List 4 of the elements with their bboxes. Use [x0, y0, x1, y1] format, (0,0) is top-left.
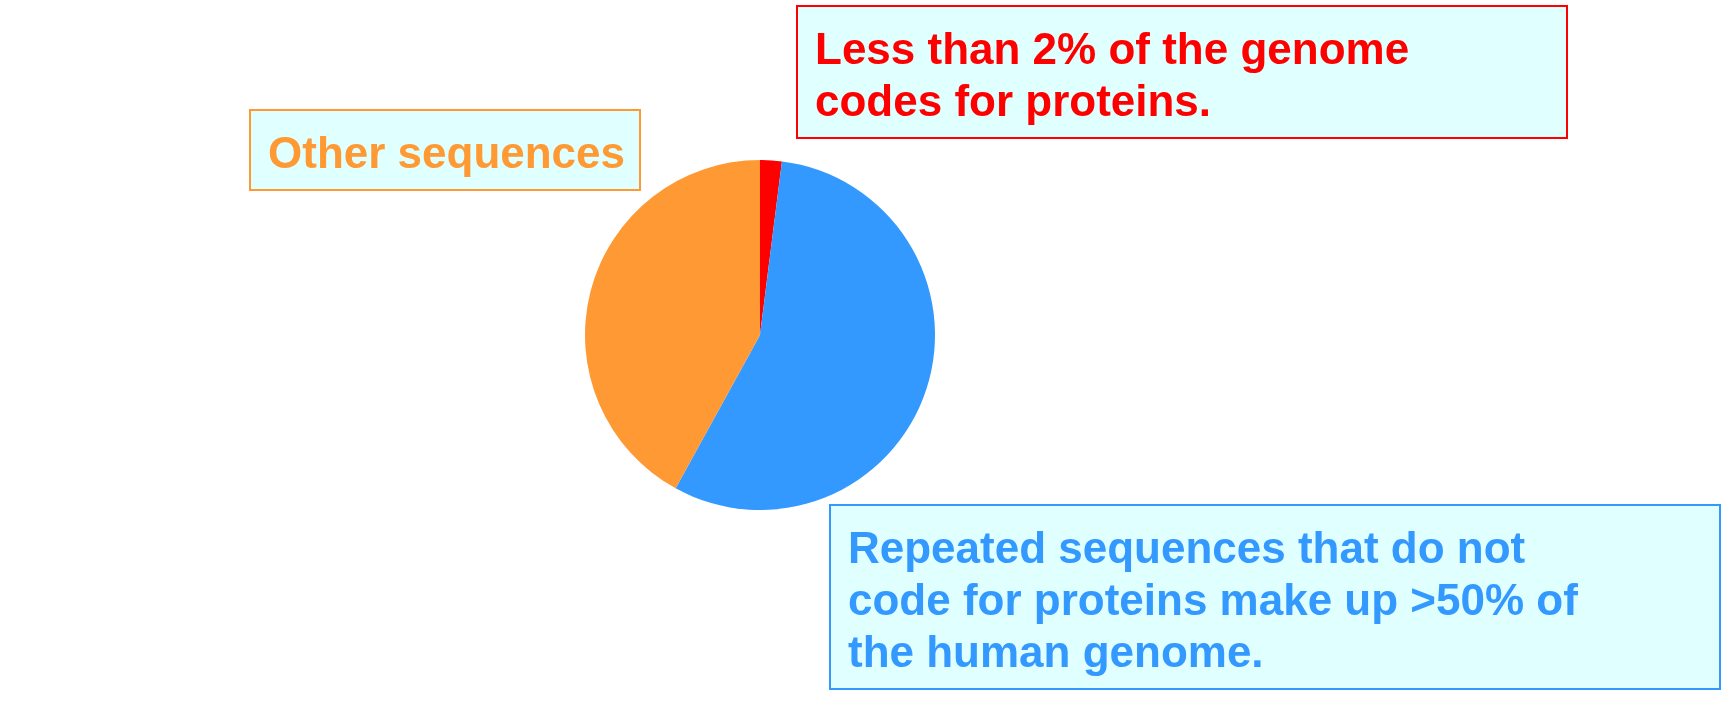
slice-label: Other sequences	[268, 128, 626, 177]
slice-label: Less than 2% of the genome codes for proteins.	[815, 24, 1410, 125]
slice-label: Repeated sequences that do not code for proteins make up >50% of the human genome.	[848, 523, 1579, 676]
pie-slice	[675, 161, 935, 510]
